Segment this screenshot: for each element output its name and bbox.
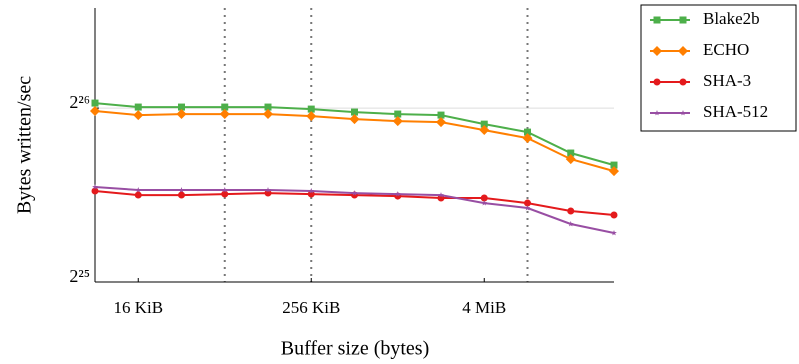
data-point [610, 211, 618, 219]
y-axis-label: Bytes written/sec [14, 76, 36, 214]
y-tick-label: 2²⁶ [69, 92, 90, 112]
data-point [565, 154, 576, 165]
legend-marker [680, 110, 686, 116]
data-point [610, 161, 618, 169]
data-point [524, 205, 531, 211]
x-tick-label: 16 KiB [113, 298, 163, 317]
data-point [481, 200, 488, 206]
data-point [437, 111, 445, 119]
data-point [176, 109, 187, 120]
data-point [524, 199, 531, 207]
legend-marker [652, 46, 662, 56]
data-point [178, 191, 185, 199]
data-point [265, 187, 271, 193]
data-point [392, 116, 403, 127]
data-point [611, 230, 617, 236]
data-point [308, 188, 315, 194]
data-point [90, 106, 100, 117]
data-point [609, 166, 619, 177]
data-point [219, 109, 230, 120]
data-point [349, 114, 360, 125]
data-point [263, 109, 273, 120]
data-point [480, 120, 488, 128]
legend-label: SHA-512 [703, 102, 768, 121]
data-point [394, 191, 401, 197]
data-point [135, 187, 142, 193]
legend-label: Blake2b [703, 9, 760, 28]
legend-label: ECHO [703, 40, 749, 59]
x-tick-label: 4 MiB [462, 298, 506, 317]
data-point [480, 194, 488, 202]
legend-marker [653, 16, 661, 24]
data-point [178, 103, 185, 111]
data-point [91, 187, 99, 195]
data-point [178, 187, 185, 193]
data-point [479, 125, 490, 136]
data-point [306, 111, 317, 122]
y-tick-label: 2²⁵ [69, 266, 90, 286]
data-point [567, 207, 575, 215]
legend-box [640, 4, 797, 132]
legend-marker [679, 16, 687, 24]
data-point [307, 190, 315, 198]
legend-marker [678, 46, 688, 56]
legend-label: SHA-3 [703, 71, 751, 90]
legend-marker [679, 78, 687, 86]
data-point [351, 108, 358, 116]
data-point [221, 187, 228, 193]
data-point [134, 191, 142, 199]
data-point [133, 110, 144, 121]
data-point [264, 189, 272, 197]
data-point [307, 105, 315, 113]
data-point [351, 190, 358, 196]
data-point [134, 103, 142, 111]
data-point [438, 192, 444, 198]
data-point [264, 103, 272, 111]
data-point [221, 190, 229, 198]
data-point [91, 99, 99, 107]
data-point [567, 149, 575, 157]
data-point [522, 133, 533, 144]
x-axis-label: Buffer size (bytes) [281, 338, 429, 360]
data-point [394, 110, 402, 118]
data-point [524, 128, 531, 136]
legend-marker [653, 78, 661, 86]
legend-marker [654, 110, 660, 116]
data-point [436, 117, 446, 128]
data-point [567, 221, 574, 227]
data-point [221, 103, 229, 111]
data-point [92, 184, 98, 190]
x-tick-label: 256 KiB [282, 298, 340, 317]
